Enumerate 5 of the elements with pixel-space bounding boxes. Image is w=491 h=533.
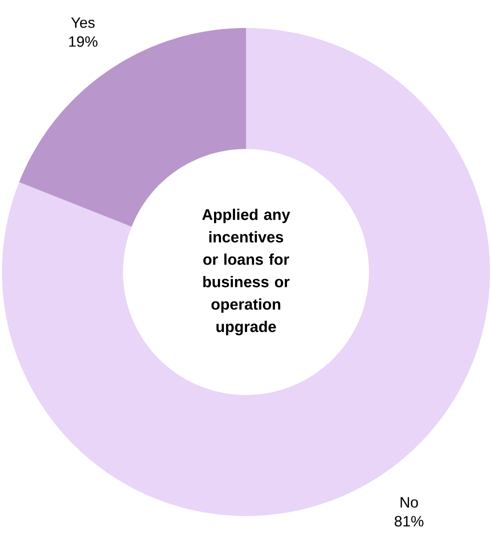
data-label: 81%	[394, 516, 424, 527]
slice-label: No	[400, 497, 418, 508]
data-label: 19%	[69, 36, 98, 47]
slice-label: Yes	[71, 17, 95, 28]
text: Applied any incentives or loans for business or operation upgrade	[202, 208, 290, 336]
